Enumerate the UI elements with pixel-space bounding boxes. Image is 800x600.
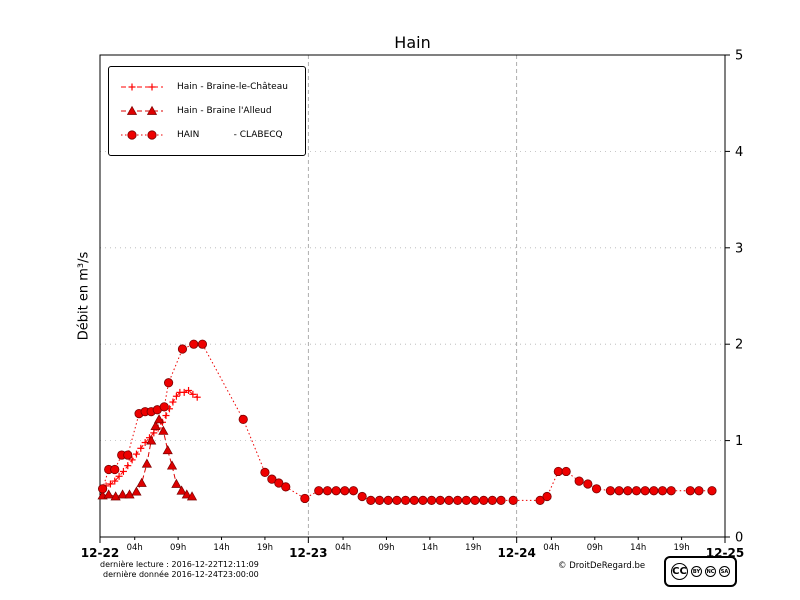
- footer-last-data: dernière donnée 2016-12-24T23:00:00: [103, 570, 259, 579]
- tick-label: 04h: [543, 543, 559, 553]
- tick-label: 04h: [127, 543, 143, 553]
- tick-label: 12-23: [289, 546, 327, 560]
- tick-label: 1: [735, 434, 743, 449]
- tick-label: 09h: [170, 543, 186, 553]
- tick-label: 3: [735, 241, 743, 256]
- plus-marker-icon: [121, 83, 163, 91]
- triangle-marker-icon: [121, 105, 163, 115]
- cc-term-by-icon: BY: [691, 566, 702, 577]
- tick-label: 0: [735, 531, 743, 546]
- tick-label: 04h: [335, 543, 351, 553]
- cc-logo-icon: CC: [671, 563, 688, 580]
- legend-label: Hain - Braine-le-Château: [177, 82, 288, 92]
- tick-label: 19h: [673, 543, 689, 553]
- legend-label: Hain - Braine l'Alleud: [177, 106, 272, 116]
- legend-label: HAIN - CLABECQ: [177, 130, 283, 140]
- legend-item-1: Hain - Braine l'Alleud: [119, 103, 289, 119]
- tick-label: 2: [735, 338, 743, 353]
- circle-marker-icon: [121, 130, 163, 140]
- series-0: [98, 386, 201, 493]
- tick-label: 09h: [378, 543, 394, 553]
- cc-license-badge[interactable]: CC BY NC SA: [664, 556, 737, 587]
- chart-title: Hain: [394, 33, 431, 52]
- tick-label: 4: [735, 145, 743, 160]
- cc-term-nc-icon: NC: [705, 566, 716, 577]
- tick-label: 14h: [213, 543, 229, 553]
- tick-label: 19h: [257, 543, 273, 553]
- series-1: [97, 414, 198, 501]
- copyright: © DroitDeRegard.be: [558, 561, 646, 571]
- tick-label: 14h: [422, 543, 438, 553]
- tick-label: 12-24: [497, 546, 535, 560]
- tick-label: 12-22: [81, 546, 119, 560]
- tick-label: 09h: [587, 543, 603, 553]
- series-2: [98, 339, 717, 505]
- tick-label: 14h: [630, 543, 646, 553]
- legend-item-0: Hain - Braine-le-Château: [119, 79, 289, 95]
- y-axis-label: Débit en m³/s: [76, 251, 92, 341]
- cc-term-sa-icon: SA: [719, 566, 730, 577]
- plot-frame: [99, 54, 726, 538]
- legend-item-2: HAIN - CLABECQ: [119, 127, 289, 143]
- tick-label: 5: [735, 49, 743, 64]
- legend: Hain - Braine-le-Château Hain - Braine l'…: [108, 66, 306, 156]
- tick-label: 19h: [465, 543, 481, 553]
- footer-last-reading: dernière lecture : 2016-12-22T12:11:09: [100, 560, 259, 569]
